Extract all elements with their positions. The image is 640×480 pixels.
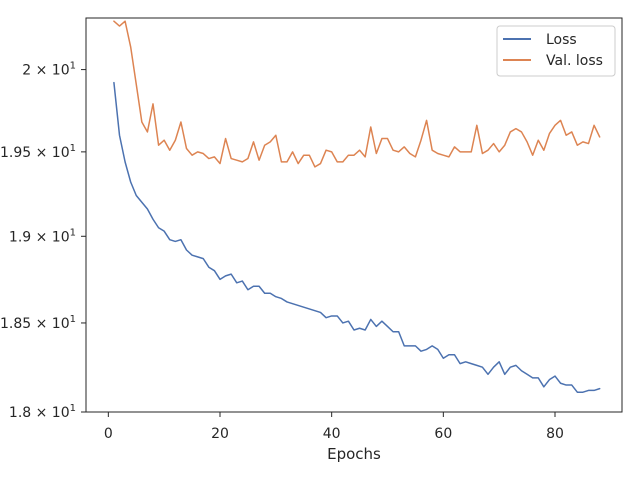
y-tick-label: 1.85 × 101 — [0, 314, 76, 332]
y-tick-label: 1.9 × 101 — [9, 227, 76, 245]
legend: Loss Val. loss — [496, 25, 616, 77]
legend-label-val-loss: Val. loss — [546, 53, 603, 69]
plot-frame — [85, 17, 623, 413]
x-axis-label: Epochs — [327, 445, 381, 463]
x-tick-label: 60 — [434, 426, 452, 442]
series-line-loss — [113, 81, 601, 393]
y-tick-label: 1.95 × 101 — [0, 143, 76, 161]
x-axis-ticks: 0 20 40 60 80 — [104, 412, 564, 442]
x-tick-label: 80 — [546, 426, 564, 442]
x-tick-label: 20 — [211, 426, 229, 442]
y-tick-label: 2 × 101 — [22, 61, 76, 79]
y-axis-ticks: 1.8 × 101 1.85 × 101 1.9 × 101 1.95 × 101 2 … — [0, 61, 86, 421]
plot-lines — [113, 20, 601, 393]
y-tick-label: 1.8 × 101 — [9, 403, 76, 421]
x-tick-label: 0 — [104, 426, 113, 442]
legend-label-loss: Loss — [546, 32, 577, 48]
x-tick-label: 40 — [323, 426, 341, 442]
series-line-val-loss — [113, 20, 601, 168]
